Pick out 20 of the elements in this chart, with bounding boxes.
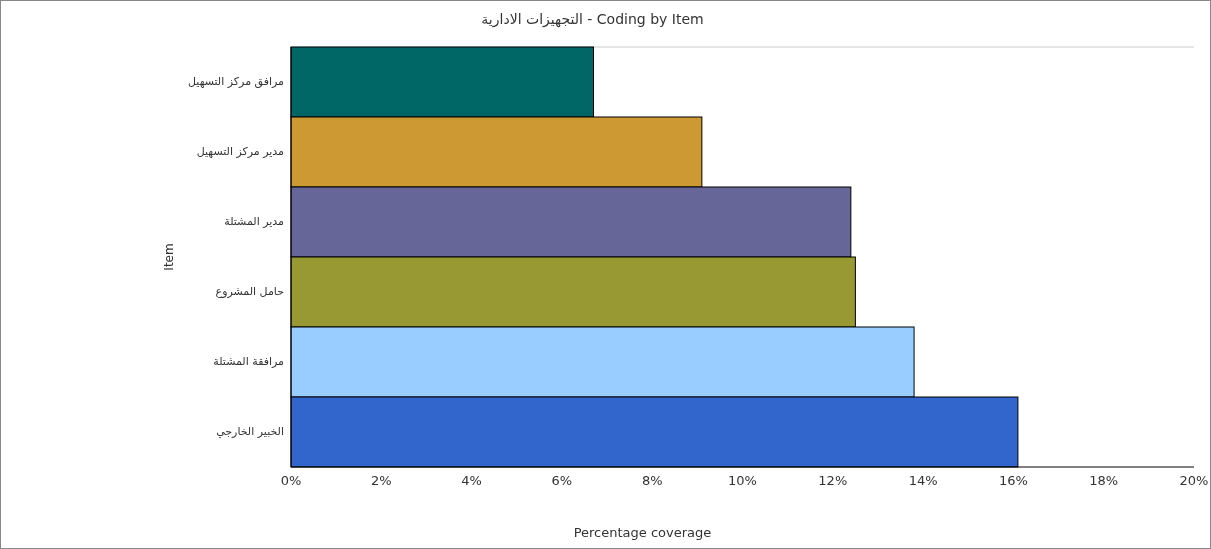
x-tick-label: 20% [1179, 473, 1209, 488]
y-tick-label: مرافقة المشتلة [213, 355, 285, 368]
x-tick-label: 8% [641, 473, 663, 488]
x-axis-title: Percentage coverage [573, 525, 712, 540]
y-tick-label: حامل المشروع [215, 285, 284, 298]
x-tick-label: 18% [1089, 473, 1119, 488]
x-tick-label: 12% [818, 473, 848, 488]
x-tick-label: 0% [280, 473, 302, 488]
x-tick-label: 6% [551, 473, 573, 488]
x-tick-label: 16% [998, 473, 1028, 488]
y-tick-label: مدير المشتلة [224, 215, 285, 228]
x-tick-label: 2% [370, 473, 392, 488]
y-axis-title: Item [162, 243, 176, 271]
x-tick-label: 4% [461, 473, 482, 488]
chart-title: التجهيزات الادارية - Coding by Item [481, 11, 704, 28]
y-tick-label: الخبير الخارجي [216, 425, 284, 438]
y-tick-label: مدير مركز التسهيل [196, 145, 285, 158]
x-tick-label: 14% [908, 473, 938, 488]
x-tick-label: 10% [728, 473, 757, 488]
y-tick-label: مرافق مركز التسهيل [188, 75, 285, 89]
